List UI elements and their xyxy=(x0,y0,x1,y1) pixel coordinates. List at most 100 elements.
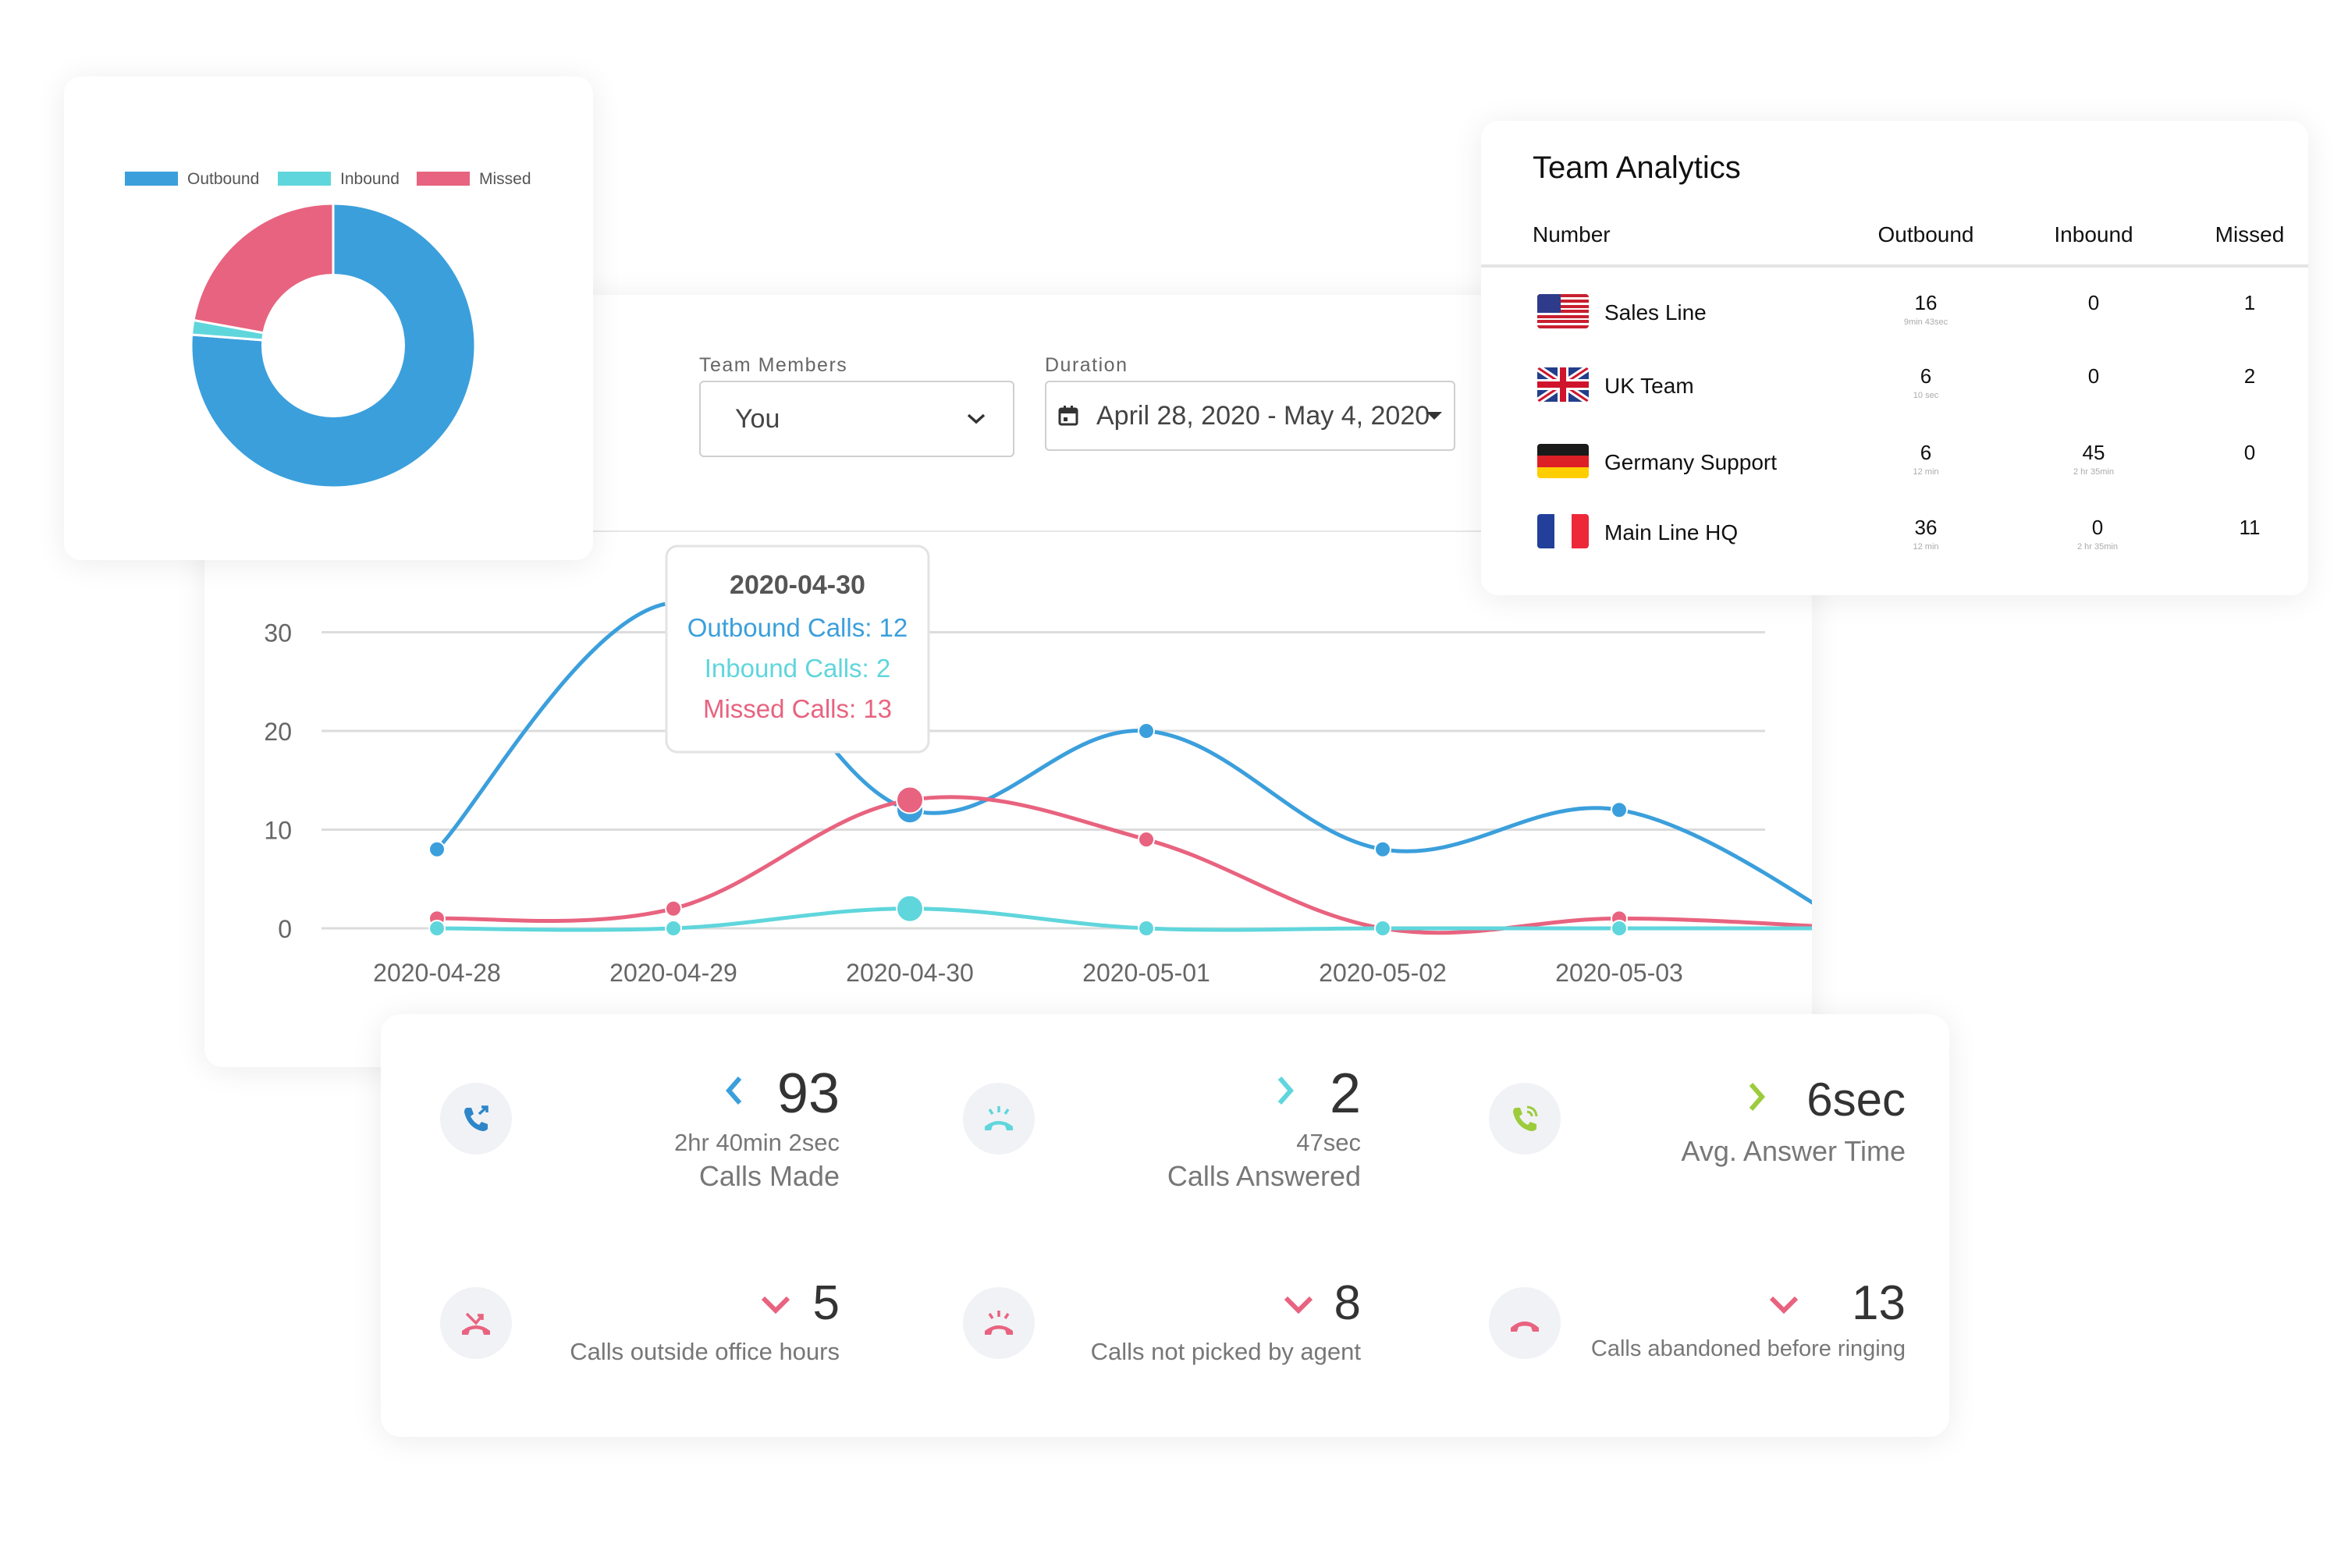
team-members-select[interactable]: You xyxy=(699,381,1014,457)
header-number: Number xyxy=(1533,222,1611,247)
legend-label: Outbound xyxy=(187,170,259,188)
missed-point xyxy=(896,786,924,814)
outbound-point xyxy=(1374,840,1391,858)
y-tick-label: 20 xyxy=(264,718,292,746)
calls-answered-value: 2 xyxy=(1329,1062,1361,1125)
missed-count: 11 xyxy=(2239,516,2261,539)
outbound-slice xyxy=(190,202,477,489)
outbound-count: 16 xyxy=(1914,291,1938,314)
outside-hours-value: 5 xyxy=(812,1276,840,1330)
table-row[interactable]: Sales Line 16 9min 43sec 0 1 xyxy=(1481,291,2308,357)
filter-divider xyxy=(204,530,1812,532)
chevron-down-icon xyxy=(761,1296,790,1314)
not-picked-value: 8 xyxy=(1334,1276,1361,1330)
legend-label: Missed xyxy=(479,170,531,188)
inbound-point xyxy=(1374,920,1391,937)
missed-count: 1 xyxy=(2243,291,2256,314)
chevron-right-icon xyxy=(1749,1083,1765,1111)
tooltip-missed: Missed Calls: 13 xyxy=(703,694,892,723)
calls-made-duration: 2hr 40min 2sec xyxy=(674,1129,840,1156)
duration-label: Duration xyxy=(1045,354,1128,376)
inbound-point xyxy=(1138,920,1155,937)
calls-donut-chart: Outbound Inbound Missed xyxy=(125,170,531,489)
x-tick-label: 2020-05-03 xyxy=(1555,959,1683,987)
outside-hours-label: Calls outside office hours xyxy=(570,1338,840,1365)
inbound-point xyxy=(1611,920,1628,937)
missed-count: 2 xyxy=(2243,364,2256,388)
outbound-duration: 9min 43sec xyxy=(1903,318,1948,327)
outbound-count: 6 xyxy=(1920,364,1932,388)
inbound-count: 0 xyxy=(2087,364,2100,388)
table-row[interactable]: Germany Support 6 12 min 45 2 hr 35min 0 xyxy=(1481,441,2308,506)
legend-swatch xyxy=(278,172,331,186)
germany-flag-icon xyxy=(1537,444,1589,478)
outbound-duration: 12 min xyxy=(1913,542,1939,552)
inbound-count: 0 xyxy=(2091,516,2104,539)
duration-picker[interactable]: April 28, 2020 - May 4, 2020 xyxy=(1045,381,1455,451)
caret-down-icon xyxy=(1426,412,1442,420)
uk-flag-icon xyxy=(1537,367,1589,402)
abandoned-value: 13 xyxy=(1852,1276,1906,1330)
calls-line-chart: 2020-04-28 2020-04-29 2020-04-30 2020-05-01… xyxy=(264,545,1812,987)
header-divider xyxy=(1481,264,2308,268)
outbound-count: 6 xyxy=(1920,441,1932,464)
inbound-point xyxy=(665,920,682,937)
x-tick-label: 2020-05-01 xyxy=(1082,959,1210,987)
y-tick-label: 30 xyxy=(264,619,292,647)
legend-swatch xyxy=(125,172,178,186)
missed-call-icon xyxy=(440,1287,512,1359)
missed-point xyxy=(665,899,682,917)
team-analytics-card: Team Analytics Number Outbound Inbound M… xyxy=(1481,121,2308,595)
x-tick-label: 2020-04-29 xyxy=(609,959,737,987)
duration-value: April 28, 2020 - May 4, 2020 xyxy=(1096,400,1430,431)
us-flag-icon xyxy=(1537,294,1589,328)
header-inbound: Inbound xyxy=(2054,222,2133,247)
avg-answer-value: 6sec xyxy=(1806,1073,1906,1126)
avg-answer-label: Avg. Answer Time xyxy=(1681,1135,1906,1167)
tooltip-inbound: Inbound Calls: 2 xyxy=(705,654,891,683)
tooltip-outbound: Outbound Calls: 12 xyxy=(687,613,908,642)
x-tick-label: 2020-04-30 xyxy=(846,959,974,987)
table-row[interactable]: UK Team 6 10 sec 0 2 xyxy=(1481,364,2308,430)
chevron-right-icon xyxy=(1277,1077,1294,1105)
outbound-point xyxy=(428,840,446,858)
chevron-down-icon xyxy=(1284,1296,1313,1314)
ringing-phone-icon xyxy=(963,1287,1035,1359)
outbound-duration: 12 min xyxy=(1913,467,1939,477)
donut-legend: Outbound Inbound Missed xyxy=(125,170,531,188)
call-stats-card: 93 2hr 40min 2sec Calls Made 2 47sec Cal… xyxy=(381,1014,1949,1437)
ringing-phone-icon xyxy=(963,1083,1035,1155)
outgoing-call-icon xyxy=(440,1083,512,1155)
x-tick-label: 2020-04-28 xyxy=(373,959,501,987)
team-members-label: Team Members xyxy=(699,354,848,376)
calls-answered-duration: 47sec xyxy=(1296,1129,1361,1156)
y-tick-label: 10 xyxy=(264,817,292,845)
outbound-line xyxy=(435,601,1812,905)
chevron-left-icon xyxy=(726,1077,742,1105)
header-missed: Missed xyxy=(2215,222,2285,247)
calls-answered-label: Calls Answered xyxy=(1167,1160,1361,1192)
legend-swatch xyxy=(417,172,470,186)
tooltip-date: 2020-04-30 xyxy=(730,570,865,600)
answered-phone-icon xyxy=(1489,1083,1561,1155)
inbound-duration: 2 hr 35min xyxy=(2077,542,2118,552)
row-name: Main Line HQ xyxy=(1604,520,1739,545)
calendar-icon xyxy=(1058,406,1078,426)
missed-line xyxy=(436,795,1812,935)
inbound-point xyxy=(896,894,924,923)
chevron-down-icon xyxy=(967,413,986,424)
calls-made-value: 93 xyxy=(776,1062,840,1125)
not-picked-label: Calls not picked by agent xyxy=(1090,1338,1361,1365)
x-tick-label: 2020-05-02 xyxy=(1319,959,1447,987)
legend-label: Inbound xyxy=(340,170,400,188)
inbound-count: 45 xyxy=(2082,441,2105,464)
row-name: Sales Line xyxy=(1604,300,1707,325)
table-row[interactable]: Main Line HQ 36 12 min 0 2 hr 35min 11 xyxy=(1481,514,2308,576)
outbound-duration: 10 sec xyxy=(1913,391,1939,400)
team-analytics-title: Team Analytics xyxy=(1533,151,1741,185)
abandoned-label: Calls abandoned before ringing xyxy=(1590,1336,1906,1361)
calls-made-label: Calls Made xyxy=(698,1160,840,1192)
missed-point xyxy=(1138,831,1155,849)
row-name: UK Team xyxy=(1604,374,1694,398)
row-name: Germany Support xyxy=(1604,450,1777,474)
